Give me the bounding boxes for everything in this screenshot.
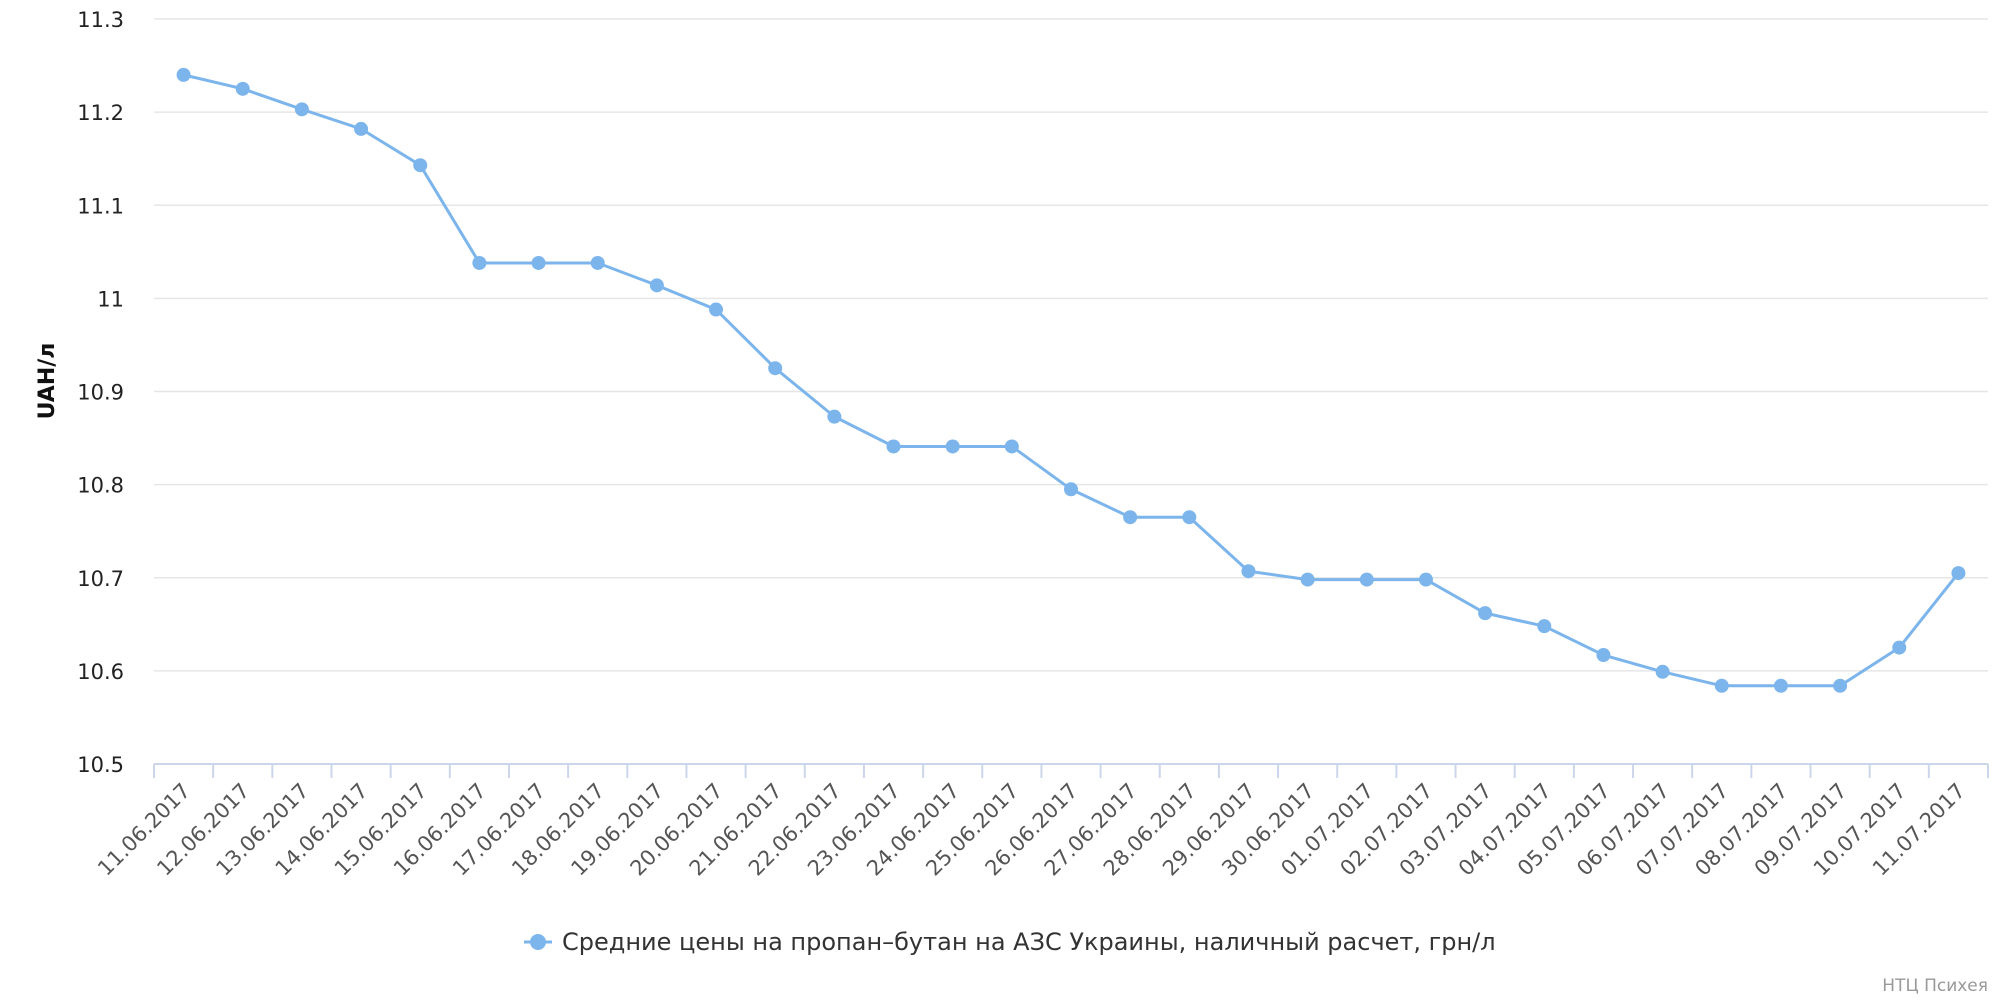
gridlines [154,18,1988,672]
data-point[interactable] [649,278,664,293]
y-axis-title: UAH/л [35,343,60,420]
legend-marker-icon [530,934,546,950]
data-point[interactable] [1714,678,1729,693]
data-point[interactable] [1418,572,1433,587]
data-point[interactable] [1241,564,1256,579]
data-point[interactable] [1300,572,1315,587]
data-point[interactable] [827,409,842,424]
y-tick-label: 11.1 [77,194,124,218]
data-point[interactable] [1123,510,1138,525]
data-point[interactable] [531,255,546,270]
legend-label: Средние цены на пропан–бутан на АЗС Укра… [562,928,1496,956]
data-point[interactable] [1359,572,1374,587]
data-point[interactable] [235,81,250,96]
series [176,67,1966,693]
data-point[interactable] [1892,640,1907,655]
series-line [182,73,1960,688]
y-tick-label: 11.2 [77,101,124,125]
data-point[interactable] [886,439,901,454]
data-point[interactable] [472,255,487,270]
data-point[interactable] [176,67,191,82]
data-point[interactable] [1951,566,1966,581]
data-point[interactable] [945,439,960,454]
y-tick-label: 10.7 [77,567,124,591]
y-tick-label: 10.9 [77,381,124,405]
legend[interactable]: Средние цены на пропан–бутан на АЗС Укра… [524,928,1496,956]
y-tick-label: 10.8 [77,474,124,498]
data-point[interactable] [1537,619,1552,634]
data-point[interactable] [1773,678,1788,693]
data-point[interactable] [1478,606,1493,621]
y-tick-label: 11 [97,287,124,311]
y-tick-label: 10.5 [77,753,124,777]
data-point[interactable] [294,102,309,117]
data-point[interactable] [1655,664,1670,679]
data-point[interactable] [354,121,369,136]
data-point[interactable] [709,302,724,317]
x-axis [153,763,1989,778]
credits-link[interactable]: НТЦ Психея [1882,976,1988,996]
data-point[interactable] [413,158,428,173]
data-point[interactable] [1182,510,1197,525]
data-point[interactable] [768,361,783,376]
y-tick-label: 10.6 [77,660,124,684]
y-axis-ticks: 11.3 11.2 11.1 11 10.9 10.8 10.7 10.6 10.5 [77,8,124,777]
data-point[interactable] [1833,678,1848,693]
data-point[interactable] [590,255,605,270]
data-point[interactable] [1596,648,1611,663]
y-tick-label: 11.3 [77,8,124,32]
data-point[interactable] [1064,482,1078,497]
x-axis-ticks: 11.06.201712.06.201713.06.201714.06.2017… [93,779,1970,881]
data-point[interactable] [1004,439,1019,454]
